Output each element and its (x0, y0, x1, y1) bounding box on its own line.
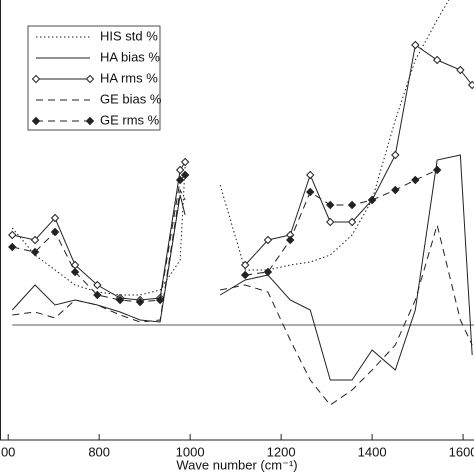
data-point (240, 270, 250, 280)
legend-label: HIS std % (100, 28, 158, 43)
data-point (263, 235, 273, 245)
data-point (70, 267, 80, 277)
series-line (11, 154, 473, 381)
x-tick-label: 800 (88, 444, 110, 459)
data-point (411, 40, 420, 50)
data-point (432, 55, 442, 65)
data-point (93, 290, 102, 300)
data-point (286, 235, 295, 245)
data-point (175, 165, 185, 175)
data-point (367, 195, 377, 205)
legend-label: GE bias % (100, 91, 162, 106)
data-point (175, 175, 185, 185)
legend-label: HA bias % (100, 49, 160, 64)
data-point (30, 247, 40, 257)
data-point (30, 235, 40, 245)
data-point (456, 65, 465, 75)
x-axis-label: Wave number (cm⁻¹) (176, 457, 297, 472)
data-point (263, 267, 273, 277)
legend-marker (85, 74, 95, 84)
data-point (8, 242, 17, 252)
x-tick-label: 00 (1, 444, 15, 459)
data-point (240, 260, 250, 270)
data-point (93, 280, 102, 290)
data-point (411, 175, 420, 185)
legend-label: HA rms % (100, 70, 158, 85)
data-point (180, 170, 190, 180)
series-line (12, 188, 473, 406)
data-point (326, 217, 335, 227)
data-point (326, 200, 335, 210)
legend: HIS std % HA bias % HA rms % GE bias % GE rm… (27, 25, 162, 131)
plot-area (8, 0, 474, 406)
data-point (180, 157, 190, 167)
data-point (135, 297, 145, 307)
data-point (347, 217, 357, 227)
series-line (12, 169, 438, 303)
legend-marker (31, 116, 41, 126)
legend-label: GE rms % (100, 112, 160, 127)
x-tick-label: 1000 (176, 444, 205, 459)
data-point (306, 187, 315, 197)
legend-marker (31, 74, 41, 84)
data-point (50, 227, 60, 237)
data-point (467, 80, 474, 90)
plot-frame (0, 0, 474, 441)
series-line (12, 44, 473, 301)
x-tick-label: 1600 (449, 444, 474, 459)
data-point (306, 170, 315, 180)
data-point (391, 185, 400, 195)
data-point (391, 150, 400, 160)
data-point (347, 200, 357, 210)
data-point (50, 213, 60, 223)
series-line (11, 0, 450, 296)
legend-marker (85, 116, 95, 126)
data-point (115, 295, 125, 305)
x-tick-label: 1400 (358, 444, 387, 459)
data-point (155, 295, 165, 305)
data-point (8, 230, 17, 240)
data-point (432, 165, 442, 175)
legend-box (27, 25, 161, 131)
x-tick-label: 1200 (267, 444, 296, 459)
